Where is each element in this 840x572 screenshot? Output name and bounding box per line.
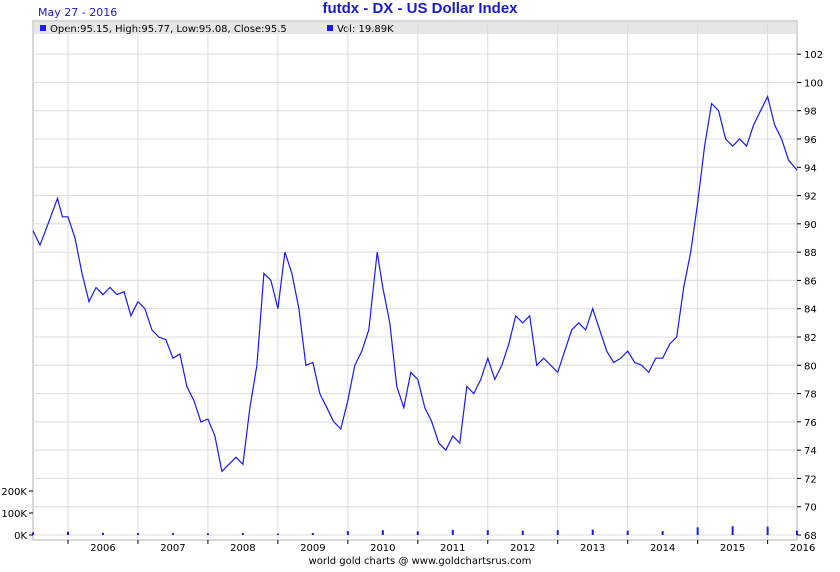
time-tick-label: 2012 [510,543,535,554]
time-tick-label: 2011 [440,543,465,554]
price-tick-label: 72 [804,474,817,485]
volume-tick-label: 100K [1,509,27,520]
time-tick-label: 2013 [580,543,605,554]
volume-tick-label: 0K [14,531,27,542]
time-tick-label: 2006 [90,543,115,554]
time-tick-label: 2009 [300,543,325,554]
price-tick-label: 102 [804,50,823,61]
price-tick-label: 96 [804,135,817,146]
price-axis: 68 70 72 74 76 78 80 82 84 86 88 90 92 94 96 98 100 102 [797,50,823,542]
price-tick-label: 74 [804,446,817,457]
time-tick-label: 2007 [160,543,185,554]
chart-title: futdx - DX - US Dollar Index [322,0,518,17]
time-tick-label: 2010 [370,543,395,554]
legend-band [34,22,796,34]
price-tick-label: 90 [804,220,817,231]
legend-ohlc-label: Open:95.15, High:95.77, Low:95.08, Close… [50,24,287,35]
legend-ohlc-swatch [40,25,46,31]
price-tick-label: 100 [804,78,823,89]
price-tick-label: 98 [804,107,817,118]
price-tick-label: 80 [804,361,817,372]
price-tick-label: 86 [804,276,817,287]
price-tick-label: 84 [804,305,817,316]
legend-vol-label: Vol: 19.89K [337,24,394,35]
price-tick-label: 78 [804,390,817,401]
price-tick-label: 76 [804,418,817,429]
price-tick-label: 88 [804,248,817,259]
price-tick-label: 68 [804,531,817,542]
grid-lines [33,21,797,540]
volume-bars [32,526,798,535]
time-axis: 2006 2007 2008 2009 2010 2011 2012 2013 2014 2015… [67,540,815,554]
volume-axis: 0K 100K 200K [1,487,33,542]
price-tick-label: 92 [804,192,817,203]
time-tick-label: 2016 [790,543,815,554]
time-tick-label: 2014 [650,543,675,554]
price-tick-label: 82 [804,333,817,344]
price-tick-label: 70 [804,503,817,514]
chart-date: May 27 - 2016 [38,6,118,19]
time-tick-label: 2008 [230,543,255,554]
time-tick-label: 2015 [720,543,745,554]
footer-credit: world gold charts @ www.goldchartsrus.co… [308,556,532,567]
volume-tick-label: 200K [1,487,27,498]
price-tick-label: 94 [804,163,817,174]
legend-vol-swatch [327,25,333,31]
price-line [32,94,798,473]
